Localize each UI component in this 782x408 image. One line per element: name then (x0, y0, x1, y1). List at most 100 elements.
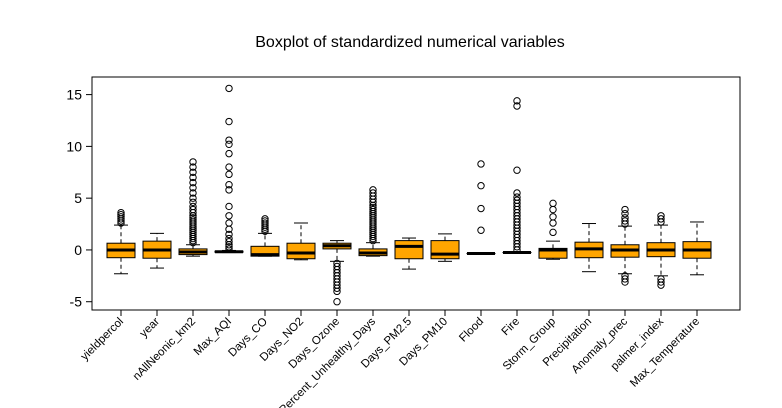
outlier-point (117, 213, 125, 221)
x-tick-label: yieldpercol (79, 316, 126, 363)
outlier-point (513, 193, 521, 201)
outlier-point (549, 199, 557, 208)
box-body (286, 242, 316, 260)
outlier-point (225, 212, 233, 220)
outlier-point (189, 198, 197, 207)
box-year (142, 232, 172, 269)
box-Days_CO (250, 215, 280, 257)
outlier-point (621, 275, 629, 283)
outlier-point (621, 214, 629, 222)
outlier-point (225, 140, 233, 149)
box-Precipitation (574, 223, 604, 273)
outlier-point (621, 209, 629, 218)
outlier-point (513, 102, 521, 110)
outlier-point (333, 284, 341, 292)
outlier-point (117, 208, 125, 217)
box-Max_Temperature (682, 221, 712, 276)
box-Fire (502, 97, 532, 255)
outlier-point (225, 245, 233, 253)
x-tick-label: nAllNeonic_km2 (131, 316, 198, 383)
outlier-point (477, 204, 485, 213)
box-yieldpercol (106, 208, 136, 275)
y-tick-label: 0 (74, 242, 82, 258)
box-body (538, 247, 568, 259)
outlier-point (189, 178, 197, 187)
outlier-point (261, 219, 269, 227)
y-tick-label: 10 (66, 138, 82, 154)
outlier-point (117, 211, 125, 219)
outlier-point (225, 230, 233, 239)
outlier-point (225, 219, 233, 227)
outlier-point (225, 136, 233, 144)
outlier-point (225, 234, 233, 243)
outlier-point (513, 189, 521, 197)
outlier-point (513, 166, 521, 174)
box-body (394, 240, 424, 260)
outlier-point (189, 158, 197, 166)
y-tick-label: -5 (70, 294, 83, 310)
box-Days_PM2.5 (394, 237, 424, 270)
outlier-point (189, 163, 197, 171)
y-axis: -5 0 5 10 15 (66, 87, 93, 310)
x-tick-label: Flood (457, 316, 486, 345)
outlier-point (657, 215, 665, 223)
outlier-point (189, 189, 197, 197)
outlier-point (657, 212, 665, 220)
outlier-point (369, 203, 377, 212)
outlier-point (225, 186, 233, 194)
box-Days_PM10 (430, 233, 460, 262)
outlier-point (477, 226, 485, 234)
outlier-point (477, 160, 485, 168)
outlier-point (189, 173, 197, 182)
x-axis-labels: yieldpercol yearnAllNeonic_km2Max_AQIDays… (79, 310, 702, 408)
outlier-point (513, 196, 521, 204)
outlier-point (225, 149, 233, 158)
box-Flood (466, 160, 496, 256)
outlier-point (225, 117, 233, 126)
outlier-point (225, 202, 233, 211)
chart-title: Boxplot of standardized numerical variab… (255, 34, 565, 51)
outlier-point (225, 237, 233, 246)
box-Anomaly_prec (610, 205, 640, 286)
box-Days_NO2 (286, 222, 316, 261)
outlier-point (333, 298, 341, 306)
box-Percent_Unhealthy_Days (358, 186, 388, 257)
outlier-point (621, 217, 629, 225)
outlier-point (189, 216, 197, 224)
outlier-point (549, 228, 557, 237)
outlier-point (225, 243, 233, 251)
boxes (106, 84, 712, 306)
x-tick-label: Fire (500, 316, 522, 338)
box-Max_AQI (214, 84, 244, 254)
plot-frame (91, 76, 741, 311)
outlier-point (369, 186, 377, 194)
x-tick-label: year (138, 316, 162, 340)
outlier-point (225, 163, 233, 171)
outlier-point (189, 202, 197, 211)
outlier-point (549, 219, 557, 227)
outlier-point (549, 213, 557, 221)
x-tick-label: Max_Temperature (628, 316, 702, 390)
outlier-point (261, 217, 269, 225)
box-body (250, 245, 280, 257)
outlier-point (621, 205, 629, 214)
outlier-point (189, 205, 197, 214)
outlier-point (225, 180, 233, 189)
box-palmer_index (646, 212, 676, 289)
outlier-point (477, 182, 485, 190)
outlier-point (225, 170, 233, 179)
outlier-point (621, 278, 629, 286)
box-Days_Ozone (322, 240, 352, 306)
outlier-point (189, 194, 197, 202)
outlier-point (369, 189, 377, 197)
box-body (430, 240, 460, 260)
outlier-point (225, 84, 233, 93)
y-tick-label: 15 (66, 87, 82, 103)
box-Storm_Group (538, 199, 568, 260)
outlier-point (657, 281, 665, 289)
outlier-point (189, 168, 197, 176)
outlier-point (189, 214, 197, 222)
outlier-point (333, 287, 341, 296)
outlier-point (261, 215, 269, 223)
